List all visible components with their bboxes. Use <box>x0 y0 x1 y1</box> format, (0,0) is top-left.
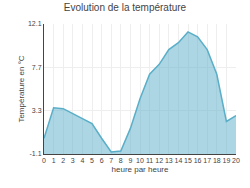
svg-text:11: 11 <box>146 157 153 164</box>
svg-text:9: 9 <box>128 157 132 164</box>
svg-text:16: 16 <box>194 157 202 164</box>
svg-text:6: 6 <box>100 157 104 164</box>
svg-text:10: 10 <box>136 157 144 164</box>
svg-text:4: 4 <box>80 157 84 164</box>
svg-text:2: 2 <box>61 157 65 164</box>
svg-text:3.3: 3.3 <box>32 107 42 114</box>
svg-text:Evolution de la température: Evolution de la température <box>64 2 187 13</box>
svg-text:13: 13 <box>165 157 173 164</box>
svg-text:7: 7 <box>109 157 113 164</box>
svg-text:5: 5 <box>90 157 94 164</box>
svg-text:18: 18 <box>213 157 221 164</box>
svg-text:3: 3 <box>71 157 75 164</box>
svg-text:12.1: 12.1 <box>28 20 42 27</box>
svg-text:8: 8 <box>119 157 123 164</box>
svg-text:20: 20 <box>232 157 240 164</box>
svg-text:17: 17 <box>203 157 211 164</box>
svg-text:19: 19 <box>223 157 231 164</box>
svg-text:12: 12 <box>155 157 163 164</box>
svg-text:7.7: 7.7 <box>32 64 42 71</box>
svg-text:1: 1 <box>52 157 56 164</box>
svg-text:-1.1: -1.1 <box>30 150 42 157</box>
svg-text:0: 0 <box>42 157 46 164</box>
svg-text:heure par heure: heure par heure <box>112 165 169 174</box>
svg-text:Température en °C: Température en °C <box>17 55 26 122</box>
svg-text:15: 15 <box>184 157 192 164</box>
svg-text:14: 14 <box>175 157 183 164</box>
